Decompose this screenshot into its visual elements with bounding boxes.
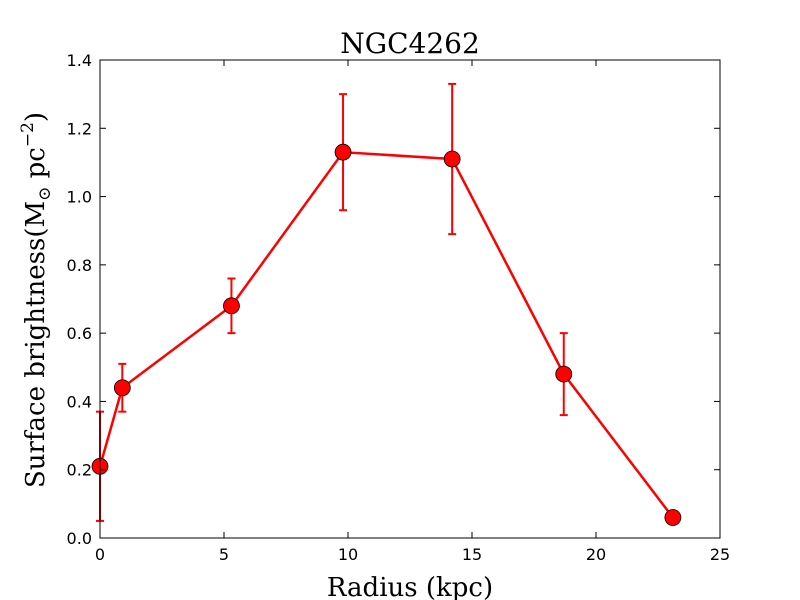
y-tick-label: 1.0 [67,188,92,207]
y-tick-label: 0.0 [67,529,92,548]
data-point [443,150,461,168]
y-tick-label: 0.2 [67,461,92,480]
y-tick-label: 1.2 [67,119,92,138]
plot-frame [99,59,721,539]
y-axis-label-superscript: −2 [18,122,38,147]
series-line [98,150,674,519]
y-tick-label: 0.6 [67,324,92,343]
y-axis-label-prefix: Surface brightness(M [21,201,51,488]
y-tick-label: 0.4 [67,392,92,411]
x-tick-label: 15 [462,545,482,564]
y-axis-label-subscript: ⊙ [35,187,55,201]
y-axis-label-middle: pc [21,147,51,186]
x-tick-label: 0 [95,545,105,564]
chart-title: NGC4262 [340,27,480,60]
x-axis-label: Radius (kpc) [327,573,493,600]
x-tick-label: 20 [586,545,606,564]
data-point [334,143,352,161]
y-tick-label: 0.8 [67,256,92,275]
y-axis-label-suffix: ) [21,112,51,122]
data-point [664,509,682,526]
y-axis-label: Surface brightness(M⊙ pc−2) [18,112,55,488]
data-point [555,365,573,383]
x-tick-label: 10 [338,545,358,564]
y-tick-label: 1.4 [67,51,92,70]
x-tick-label: 5 [219,545,229,564]
x-tick-label: 25 [710,545,730,564]
data-point [113,379,131,397]
data-point [223,297,240,315]
